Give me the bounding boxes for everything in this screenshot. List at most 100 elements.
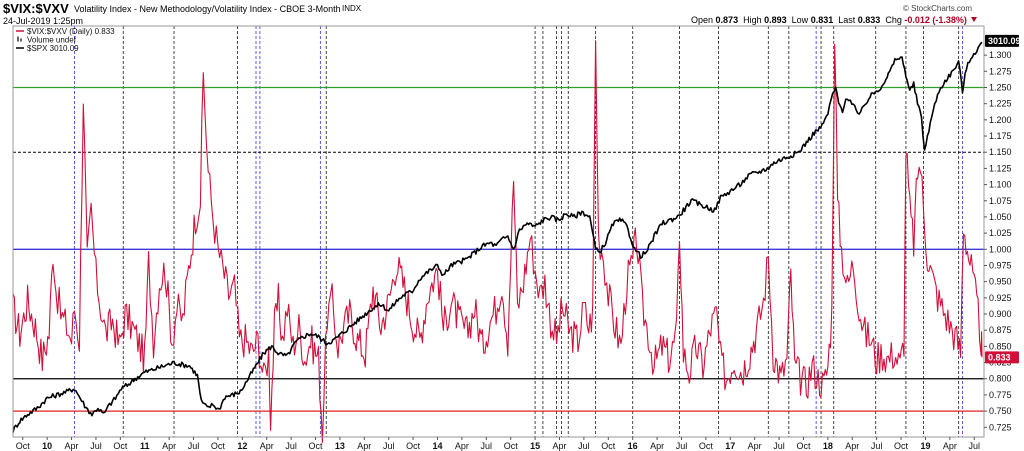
x-tick-label: Jul xyxy=(285,441,297,451)
x-tick-label: Apr xyxy=(748,441,762,451)
x-tick-label: Jul xyxy=(188,441,200,451)
legend-entry: $SPX 3010.09 xyxy=(27,44,79,53)
chg-label: Chg xyxy=(885,15,902,25)
y-axis: 0.7250.7500.7750.8000.8250.8500.8750.900… xyxy=(984,50,1012,432)
y-tick-label: 0.750 xyxy=(989,406,1012,416)
chart-date: 24-Jul-2019 1:25pm xyxy=(3,16,84,26)
quote-summary: Open 0.873 High 0.893 Low 0.831 Last 0.8… xyxy=(691,15,978,25)
reference-lines-layer xyxy=(13,86,984,412)
x-tick-label: Apr xyxy=(943,441,957,451)
high-value: 0.893 xyxy=(764,15,787,25)
legend-swatch xyxy=(20,38,22,42)
last-value-badge-bg xyxy=(985,351,1019,364)
y-tick-label: 1.000 xyxy=(989,244,1012,254)
x-tick-label: Apr xyxy=(357,441,371,451)
last-value-badge-label: 0.833 xyxy=(988,352,1011,362)
x-tick-label: Oct xyxy=(699,441,714,451)
y-tick-label: 1.175 xyxy=(989,131,1012,141)
down-triangle-icon xyxy=(971,17,978,22)
x-tick-label: Oct xyxy=(504,441,519,451)
x-tick-label: Oct xyxy=(796,441,811,451)
legend-entry: Volume undef xyxy=(27,36,77,45)
x-tick-label: Jul xyxy=(871,441,883,451)
plot-frame xyxy=(12,25,985,438)
y-tick-label: 1.275 xyxy=(989,66,1012,76)
y-tick-label: 0.775 xyxy=(989,390,1012,400)
y-tick-label: 0.975 xyxy=(989,260,1012,270)
x-tick-label: Apr xyxy=(260,441,274,451)
y-tick-label: 1.200 xyxy=(989,115,1012,125)
x-tick-label: 11 xyxy=(140,441,150,451)
x-tick-label: Oct xyxy=(406,441,421,451)
x-tick-label: 12 xyxy=(237,441,247,451)
value-badges: 0.833 3010.09 xyxy=(985,34,1021,364)
x-tick-label: Oct xyxy=(894,441,909,451)
x-axis: Oct 10 Apr Jul Oct 11 Apr Jul Oct 12 Apr Jul Oct 13 Ap… xyxy=(16,437,980,451)
symbol-title: $VIX:$VXV xyxy=(3,1,69,16)
y-tick-label: 1.250 xyxy=(989,82,1012,92)
y-tick-label: 0.725 xyxy=(989,422,1012,432)
x-tick-label: Oct xyxy=(113,441,128,451)
y-tick-label: 1.150 xyxy=(989,147,1012,157)
y-tick-label: 0.800 xyxy=(989,374,1012,384)
symbol-description: Volatility Index - New Methodology/Volat… xyxy=(74,4,341,14)
legend-swatch xyxy=(17,36,19,42)
y-tick-label: 0.875 xyxy=(989,325,1012,335)
x-tick-label: Jul xyxy=(481,441,493,451)
y-tick-label: 1.100 xyxy=(989,180,1012,190)
x-tick-label: Jul xyxy=(383,441,395,451)
x-tick-label: 15 xyxy=(530,441,540,451)
x-tick-label: Oct xyxy=(309,441,324,451)
x-tick-label: Oct xyxy=(16,441,31,451)
y-tick-label: 1.050 xyxy=(989,212,1012,222)
x-tick-label: Apr xyxy=(845,441,859,451)
x-tick-label: Oct xyxy=(211,441,226,451)
x-tick-label: 13 xyxy=(335,441,345,451)
last-label: Last xyxy=(838,15,856,25)
y-tick-label: 0.950 xyxy=(989,277,1012,287)
ratio-series-line xyxy=(12,40,983,443)
open-label: Open xyxy=(691,15,714,25)
brand-watermark: © StockCharts.com xyxy=(903,4,973,13)
y-tick-label: 1.225 xyxy=(989,99,1012,109)
x-tick-label: Apr xyxy=(455,441,469,451)
x-tick-label: 18 xyxy=(823,441,833,451)
high-label: High xyxy=(743,15,762,25)
y-tick-label: 1.025 xyxy=(989,228,1012,238)
y-tick-label: 1.075 xyxy=(989,196,1012,206)
last-value: 0.833 xyxy=(857,15,881,25)
x-tick-label: 19 xyxy=(920,441,930,451)
low-label: Low xyxy=(791,15,809,25)
y-tick-label: 0.900 xyxy=(989,309,1012,319)
y-tick-label: 0.850 xyxy=(989,341,1012,351)
x-tick-label: 17 xyxy=(725,441,735,451)
x-tick-label: Jul xyxy=(968,441,980,451)
x-tick-label: Oct xyxy=(601,441,616,451)
series-layer xyxy=(12,40,983,443)
x-tick-label: Jul xyxy=(90,441,102,451)
y-tick-label: 0.925 xyxy=(989,293,1012,303)
y-tick-label: 1.125 xyxy=(989,163,1012,173)
x-tick-label: Apr xyxy=(650,441,664,451)
x-tick-label: Apr xyxy=(162,441,176,451)
x-tick-label: Apr xyxy=(65,441,79,451)
low-value: 0.831 xyxy=(810,15,834,25)
x-tick-label: Jul xyxy=(773,441,785,451)
exchange-label: INDX xyxy=(342,4,362,13)
legend-entry: $VIX:$VXV (Daily) 0.833 xyxy=(27,27,115,36)
chg-value: -0.012 (-1.38%) xyxy=(904,15,967,25)
x-tick-label: Jul xyxy=(676,441,688,451)
x-tick-label: 10 xyxy=(42,441,52,451)
open-value: 0.873 xyxy=(715,15,739,25)
x-tick-label: Jul xyxy=(578,441,590,451)
x-tick-label: Apr xyxy=(552,441,566,451)
x-tick-label: 14 xyxy=(432,441,442,451)
y-tick-label: 1.300 xyxy=(989,50,1012,60)
x-tick-label: 16 xyxy=(628,441,638,451)
chart-header: $VIX:$VXV Volatility Index - New Methodo… xyxy=(0,0,1024,28)
spx-value-badge-label: 3010.09 xyxy=(988,36,1021,46)
spx-series-line xyxy=(12,41,983,433)
spx-value-badge-bg xyxy=(985,34,1019,47)
